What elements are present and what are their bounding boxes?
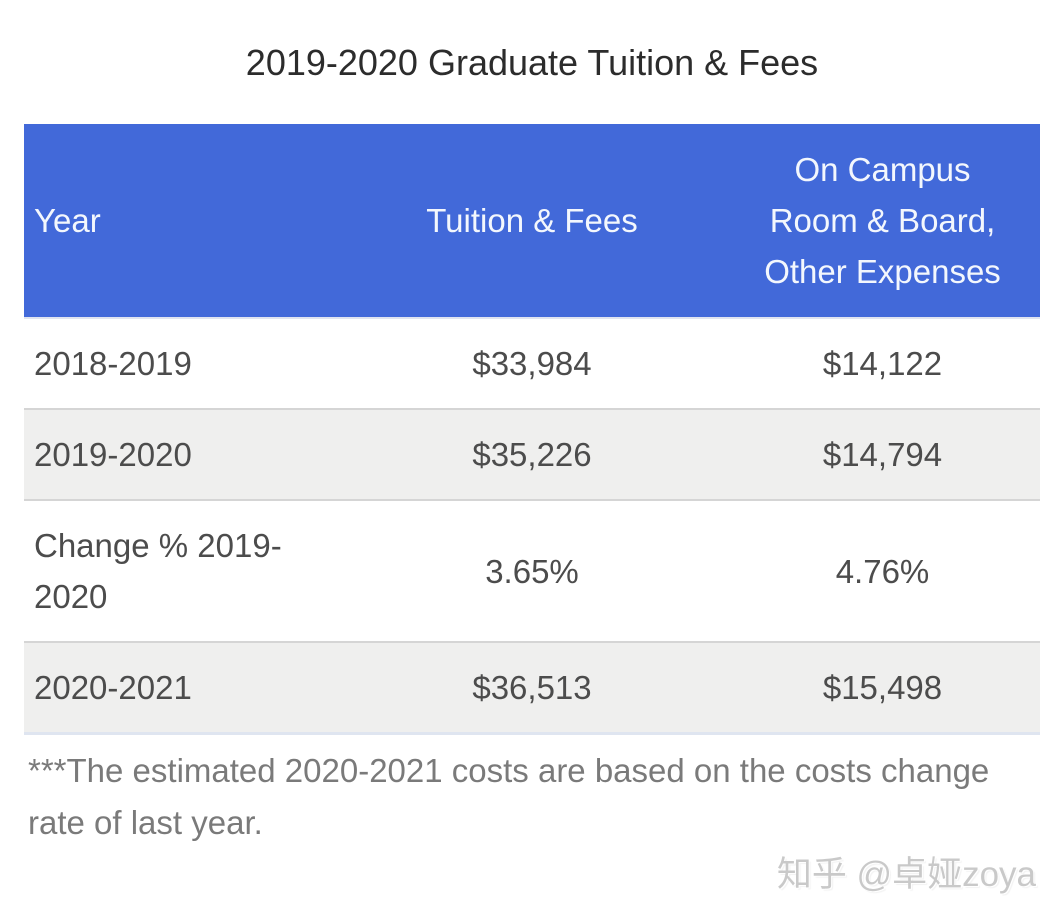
tuition-fees-cell: $35,226 [472,436,592,473]
row-label-cell: 2020-2021 [24,642,339,734]
row-label: 2020-2021 [34,669,192,706]
room-board-cell: $14,122 [822,345,943,382]
column-header-room-board-expenses: On Campus Room & Board, Other Expenses [725,124,1040,318]
row-label-cell: 2019-2020 [24,409,339,500]
table-row: 2019-2020 $35,226 $14,794 [24,409,1040,500]
tuition-fees-cell: $33,984 [472,345,592,382]
room-board-cell: $14,794 [822,436,943,473]
page-title: 2019-2020 Graduate Tuition & Fees [245,42,819,83]
header-row: Year Tuition & Fees On Campus Room & Boa… [24,124,1040,318]
tuition-fees-table: Year Tuition & Fees On Campus Room & Boa… [24,124,1040,735]
tuition-fees-cell: $36,513 [472,669,592,706]
room-board-cell: $15,498 [822,669,943,706]
room-board-cell: 4.76% [835,552,930,590]
table-row: Change % 2019-2020 3.65% 4.76% [24,500,1040,642]
row-label-cell: 2018-2019 [24,318,339,409]
row-label: 2019-2020 [34,436,192,473]
watermark: 知乎 @卓娅zoya [776,855,1036,894]
table-row: 2018-2019 $33,984 $14,122 [24,318,1040,409]
table-row: 2020-2021 $36,513 $15,498 [24,642,1040,734]
row-label: Change % 2019-2020 [34,527,282,615]
column-header-tuition-fees: Tuition & Fees [339,124,725,318]
row-label-cell: Change % 2019-2020 [24,500,339,642]
row-label: 2018-2019 [34,345,192,382]
footnote: ***The estimated 2020-2021 costs are bas… [28,752,990,841]
column-header-room-board-expenses-label: On Campus Room & Board, Other Expenses [764,151,1001,290]
column-header-year: Year [24,124,339,318]
tuition-fees-cell: 3.65% [485,552,579,590]
